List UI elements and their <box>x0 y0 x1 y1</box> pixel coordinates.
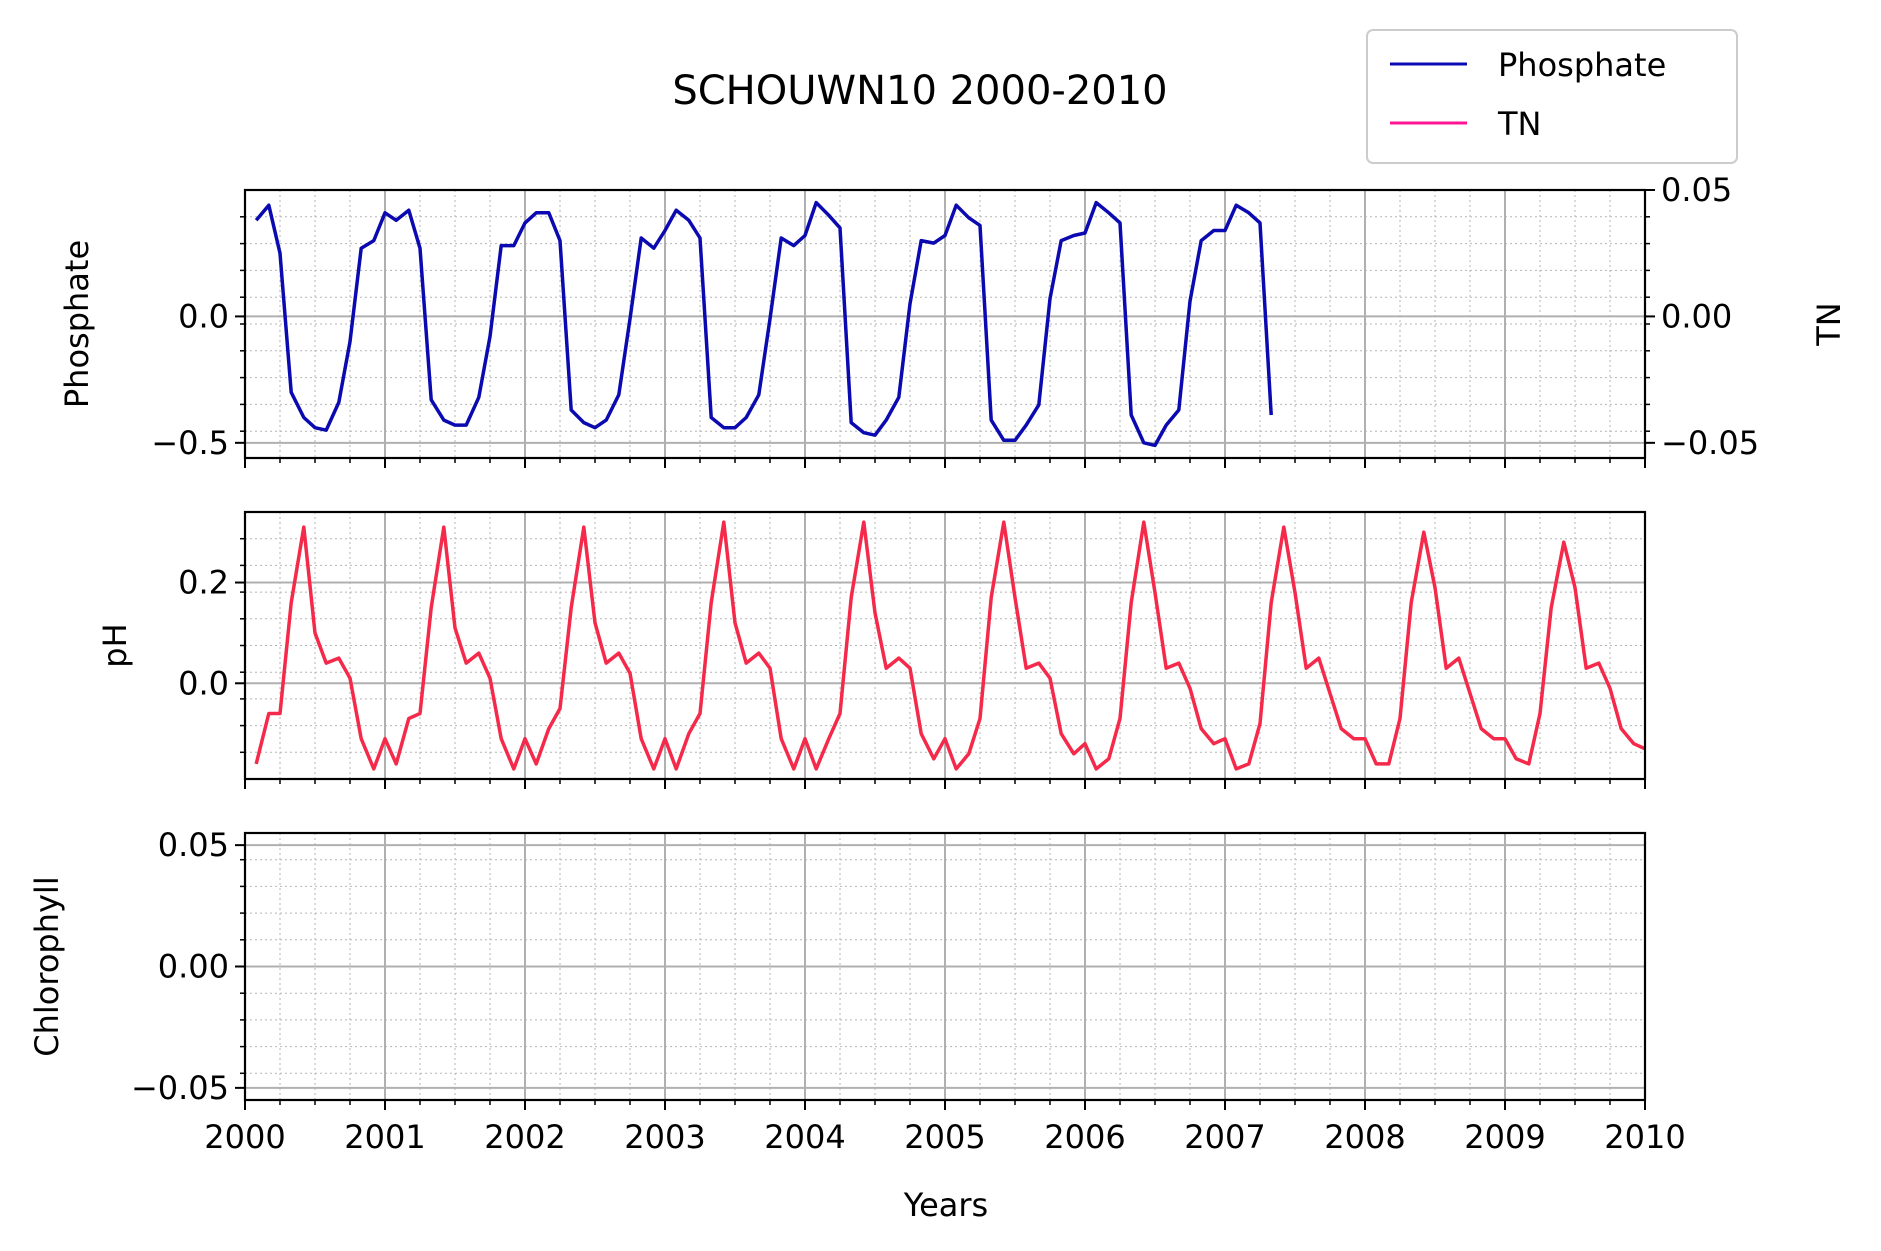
legend-label-phosphate: Phosphate <box>1498 46 1666 84</box>
y-tick-label: 0.0 <box>178 664 229 702</box>
y-tick-label: 0.2 <box>178 564 229 602</box>
y-tick-label: −0.5 <box>151 424 229 462</box>
x-axis-label: Years <box>903 1186 988 1224</box>
x-tick-label: 2001 <box>344 1118 425 1156</box>
y-tick-label: −0.05 <box>131 1069 229 1107</box>
legend-label-tn: TN <box>1497 105 1541 143</box>
panel-chlorophyll: −0.05 0.00 0.05 2000 2001 2002 2003 2004 2005 200… <box>28 826 1686 1156</box>
y-tick-label: 0.05 <box>158 826 229 864</box>
x-tick-label: 2009 <box>1464 1118 1545 1156</box>
x-tick-label: 2003 <box>624 1118 705 1156</box>
panel-phosphate: −0.5 0.0 −0.05 0.00 0.05 TN Phosphate <box>58 171 1848 468</box>
legend: Phosphate TN <box>1366 29 1738 164</box>
chart-title: SCHOUWN10 2000-2010 <box>672 68 1167 114</box>
y-tick-label: 0.0 <box>178 297 229 335</box>
y-right-tick-label: 0.00 <box>1661 297 1732 335</box>
x-tick-label: 2006 <box>1044 1118 1125 1156</box>
y-axis-label: Chlorophyll <box>28 876 66 1056</box>
series-line-ph <box>254 520 1645 771</box>
y-right-tick-label: −0.05 <box>1661 424 1759 462</box>
series-line-phosphate <box>254 200 1273 448</box>
x-tick-label: 2000 <box>204 1118 285 1156</box>
x-tick-label: 2005 <box>904 1118 985 1156</box>
x-tick-label: 2002 <box>484 1118 565 1156</box>
x-tick-label: 2008 <box>1324 1118 1405 1156</box>
x-tick-label: 2010 <box>1604 1118 1685 1156</box>
x-tick-label: 2007 <box>1184 1118 1265 1156</box>
y-right-tick-label: 0.05 <box>1661 171 1732 209</box>
y-axis-label: Phosphate <box>58 240 96 408</box>
panel-ph: 0.0 0.2 pH <box>96 510 1647 789</box>
y-tick-label: 0.00 <box>158 948 229 986</box>
y-axis-label: pH <box>96 623 134 667</box>
y-right-axis-label: TN <box>1810 302 1848 346</box>
x-tick-label: 2004 <box>764 1118 845 1156</box>
